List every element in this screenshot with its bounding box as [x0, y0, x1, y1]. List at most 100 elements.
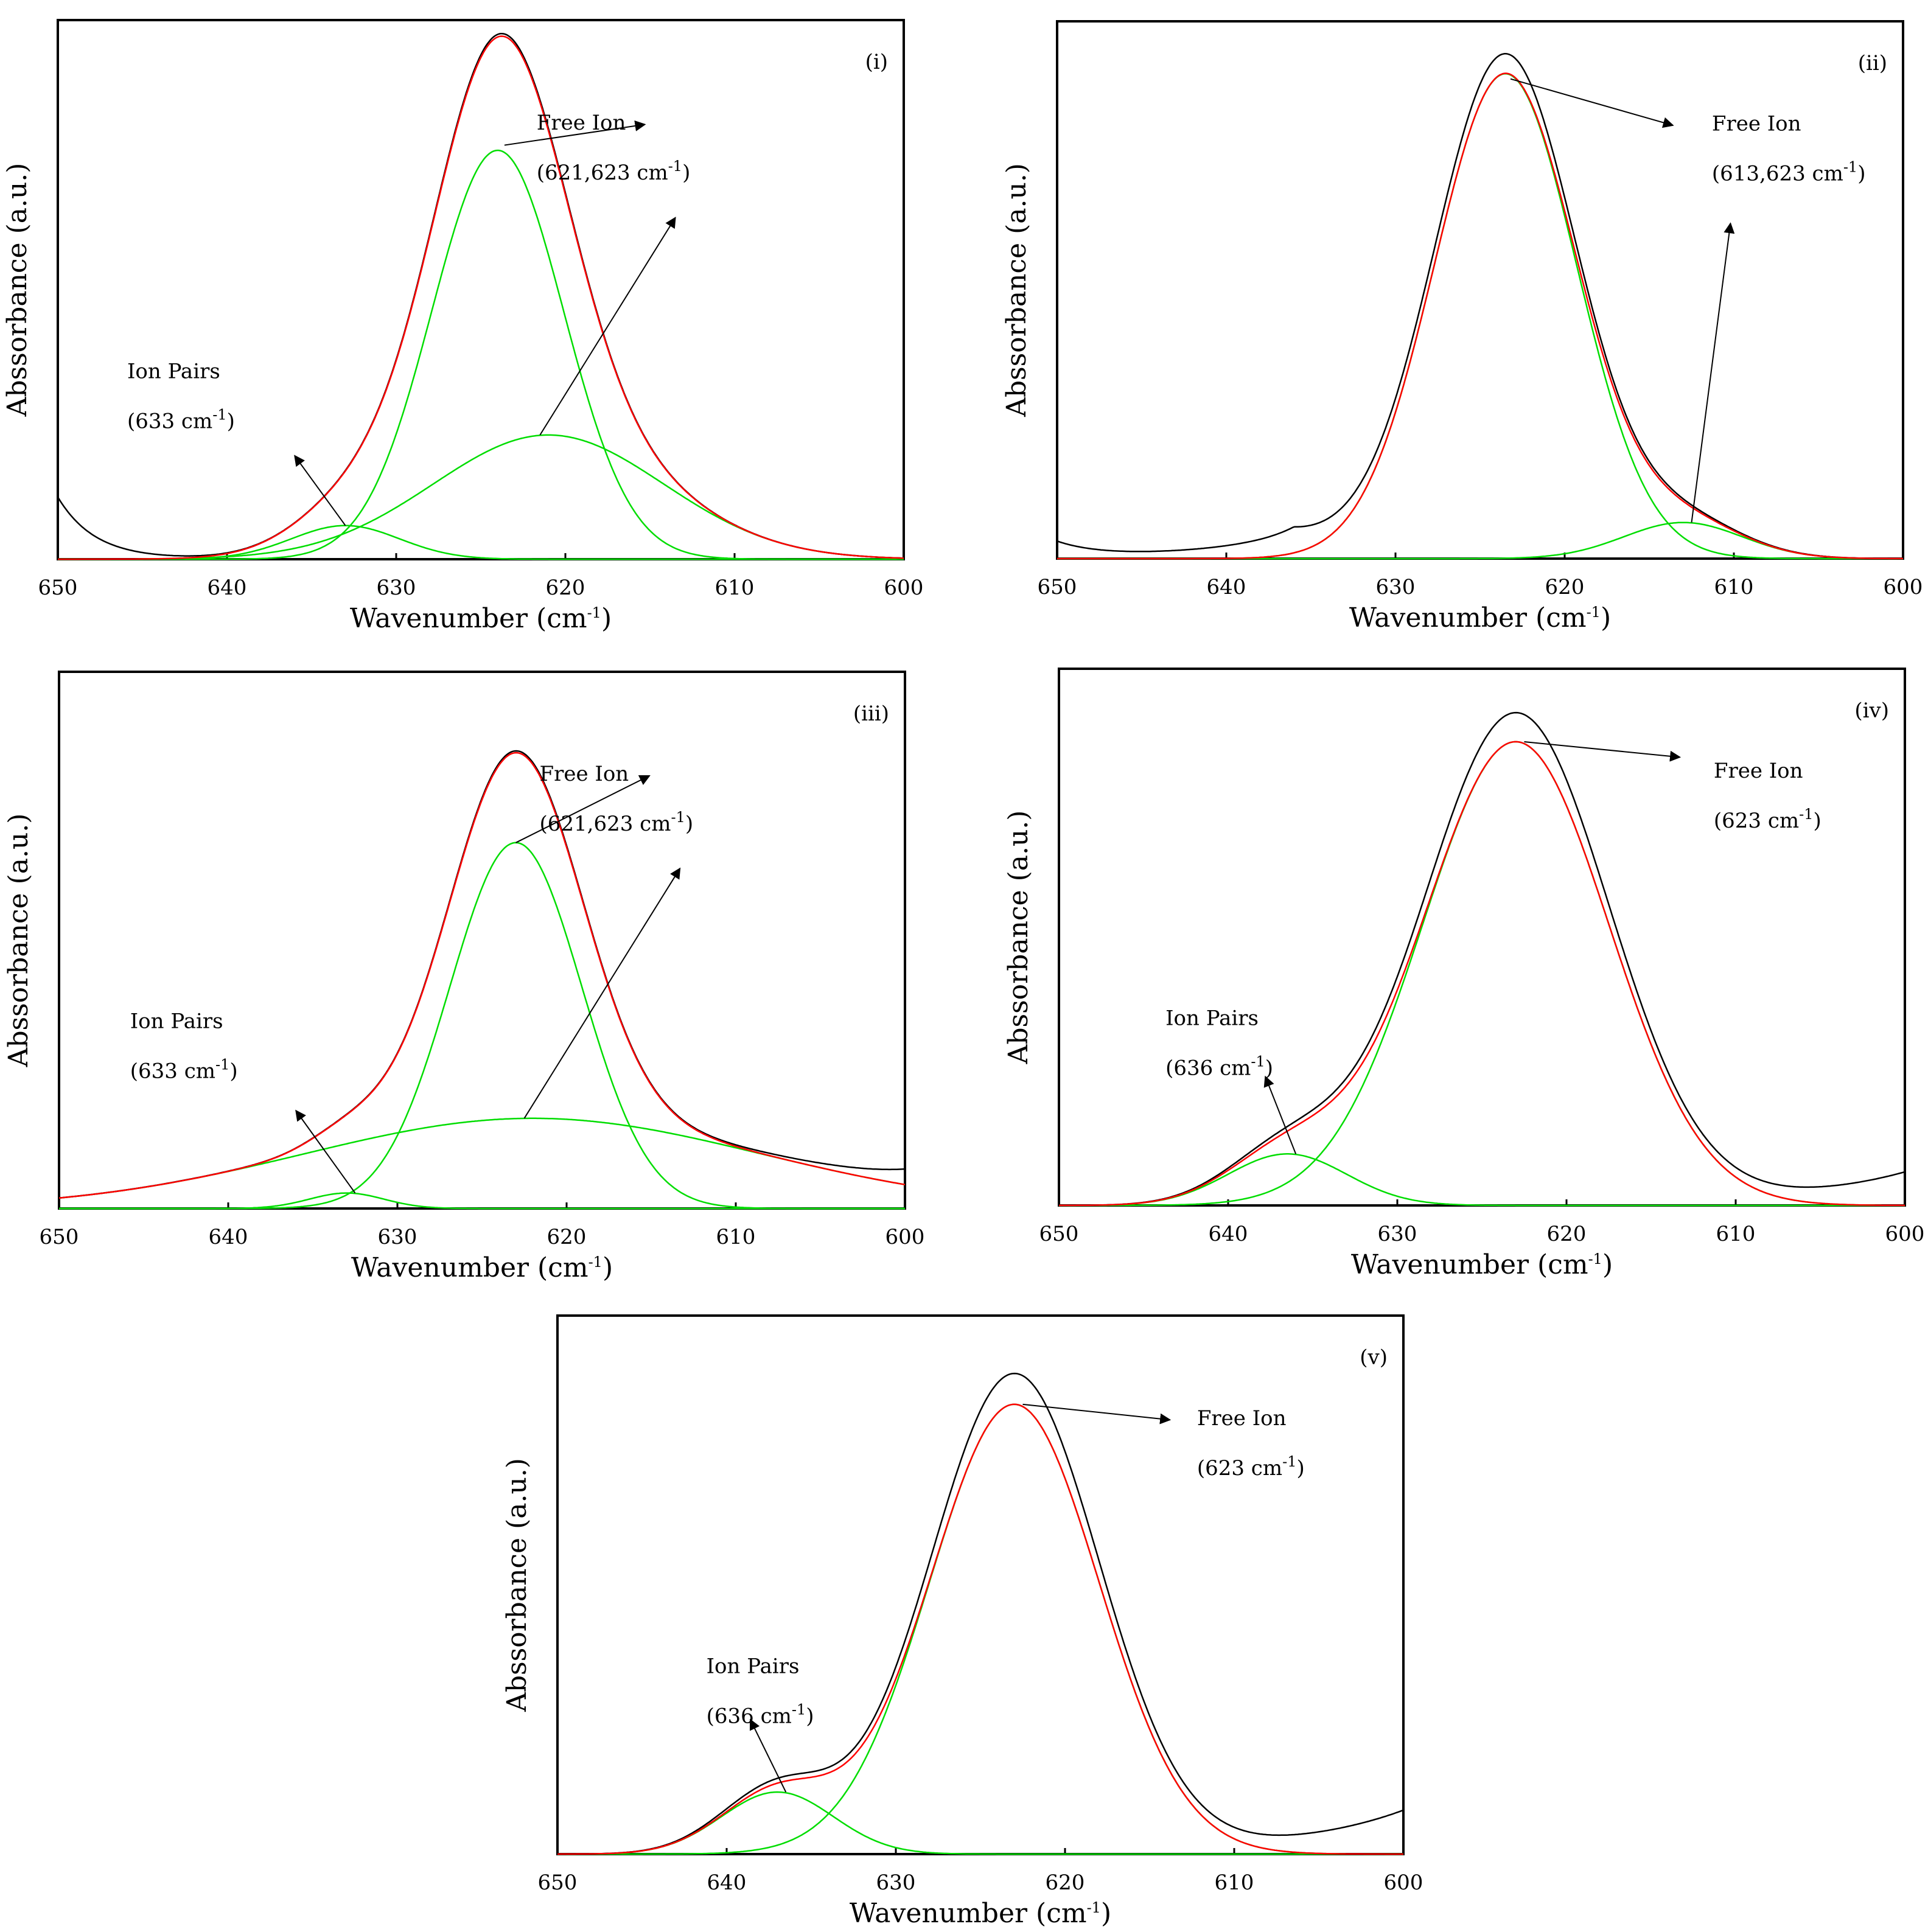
annotation-arrow — [1691, 222, 1735, 523]
x-tick-label: 640 — [707, 1871, 747, 1895]
x-axis-title: Wavenumber (cm-1) — [1349, 602, 1611, 633]
fit-curve — [1059, 741, 1905, 1207]
x-tick-label: 620 — [1046, 1871, 1085, 1895]
y-axis-title: Abssorbance (a.u.) — [501, 1458, 533, 1712]
annotation-wavenumber: (621,623 cm-1) — [540, 809, 694, 836]
annotation-arrow — [1510, 78, 1674, 128]
annotation-arrow — [1524, 741, 1682, 762]
x-tick-label: 650 — [40, 1225, 79, 1249]
x-tick-label: 610 — [716, 1225, 756, 1249]
x-axis-title: Wavenumber (cm-1) — [350, 603, 612, 634]
annotation-arrow — [294, 455, 346, 526]
x-tick-label: 610 — [1215, 1871, 1254, 1895]
annotation-wavenumber: (633 cm-1) — [127, 406, 235, 433]
annotation-title: Ion Pairs — [707, 1655, 800, 1679]
annotation-arrow — [1263, 1075, 1297, 1154]
x-tick-label: 600 — [1884, 575, 1923, 599]
annotation-arrow — [1022, 1403, 1172, 1425]
annotation-title: Ion Pairs — [130, 1010, 223, 1034]
component-curve-2 — [58, 434, 904, 560]
y-axis-title: Abssorbance (a.u.) — [3, 814, 34, 1068]
annotation-title: Ion Pairs — [127, 359, 220, 383]
fit-curve — [557, 1403, 1403, 1855]
annotation-title: Free Ion — [537, 111, 626, 135]
annotation-wavenumber: (636 cm-1) — [1165, 1053, 1273, 1081]
x-tick-label: 620 — [547, 1225, 587, 1249]
component-curve-2 — [1057, 521, 1903, 560]
component-curve-3 — [59, 1192, 905, 1210]
annotation-title: Free Ion — [1712, 111, 1801, 136]
chart-panel-1: 650 640 630 620 610 600 Wavenumber (cm-1) Absso… — [2, 19, 924, 634]
panel-label: (ii) — [1858, 51, 1887, 75]
x-tick-label: 640 — [209, 1225, 248, 1249]
annotation-arrow — [295, 1109, 356, 1194]
experimental-curve — [57, 32, 904, 559]
fit-curve — [58, 752, 906, 1199]
x-tick-label: 630 — [1378, 1222, 1417, 1246]
x-tick-label: 650 — [38, 576, 78, 600]
x-tick-label: 630 — [1376, 575, 1416, 599]
annotation-arrow — [515, 775, 651, 843]
y-axis-title: Abssorbance (a.u.) — [1001, 163, 1032, 417]
experimental-curve — [1059, 711, 1905, 1207]
component-curve-2 — [557, 1791, 1403, 1855]
x-tick-label: 610 — [1716, 1222, 1756, 1246]
annotation-title: Free Ion — [1197, 1406, 1287, 1431]
fit-curve — [1057, 72, 1903, 560]
panel-label: (i) — [865, 50, 888, 74]
experimental-curve — [58, 750, 906, 1199]
x-tick-label: 610 — [1714, 575, 1754, 599]
x-tick-label: 640 — [1207, 575, 1246, 599]
x-tick-label: 650 — [538, 1871, 578, 1895]
component-curve-3 — [58, 525, 904, 560]
chart-panel-2: 650 640 630 620 610 600 Wavenumber (cm-1) Absso… — [1001, 20, 1923, 633]
x-tick-label: 610 — [715, 576, 755, 600]
annotation-wavenumber: (636 cm-1) — [707, 1701, 814, 1729]
plot-frame — [1058, 668, 1906, 1207]
panel-label: (v) — [1360, 1345, 1388, 1370]
x-tick-label: 600 — [1384, 1871, 1423, 1895]
annotation-arrow — [539, 217, 676, 436]
x-tick-label: 620 — [1545, 575, 1585, 599]
x-tick-label: 620 — [546, 576, 585, 600]
plot-frame — [58, 671, 906, 1210]
annotation-title: Ion Pairs — [1165, 1006, 1259, 1031]
x-axis-title: Wavenumber (cm-1) — [351, 1252, 613, 1283]
component-curve-1 — [1057, 72, 1903, 560]
x-tick-label: 600 — [884, 576, 924, 600]
annotation-title: Free Ion — [540, 762, 629, 786]
annotation-wavenumber: (613,623 cm-1) — [1712, 158, 1866, 186]
component-curve-1 — [58, 149, 904, 560]
y-axis-title: Abssorbance (a.u.) — [2, 163, 33, 417]
experimental-curve — [557, 1372, 1404, 1855]
x-tick-label: 630 — [876, 1871, 916, 1895]
x-tick-label: 640 — [208, 576, 247, 600]
chart-panel-3: 650 640 630 620 610 600 Wavenumber (cm-1) Absso… — [3, 671, 925, 1283]
y-axis-title: Abssorbance (a.u.) — [1003, 811, 1034, 1065]
x-tick-label: 600 — [1885, 1222, 1925, 1246]
annotation-wavenumber: (623 cm-1) — [1197, 1453, 1305, 1480]
x-tick-label: 620 — [1547, 1222, 1587, 1246]
annotation-wavenumber: (633 cm-1) — [130, 1056, 238, 1084]
fit-curve — [58, 35, 904, 560]
chart-panel-4: 650 640 630 620 610 600 Wavenumber (cm-1) Absso… — [1003, 668, 1925, 1280]
x-axis-title: Wavenumber (cm-1) — [850, 1898, 1111, 1929]
x-tick-label: 600 — [885, 1225, 925, 1249]
x-tick-label: 630 — [377, 576, 416, 600]
plot-frame — [556, 1314, 1405, 1855]
x-tick-label: 650 — [1038, 575, 1077, 599]
x-axis-title: Wavenumber (cm-1) — [1351, 1249, 1613, 1280]
annotation-wavenumber: (623 cm-1) — [1714, 806, 1821, 833]
chart-panel-5: 650 640 630 620 610 600 Wavenumber (cm-1) Absso… — [501, 1314, 1423, 1929]
component-curve-2 — [1058, 1153, 1905, 1207]
annotation-title: Free Ion — [1714, 759, 1803, 783]
panel-label: (iv) — [1854, 699, 1889, 723]
annotation-wavenumber: (621,623 cm-1) — [537, 158, 691, 185]
panel-label: (iii) — [853, 702, 889, 726]
x-tick-label: 640 — [1209, 1222, 1248, 1246]
plot-frame — [57, 19, 905, 560]
annotation-arrow — [504, 120, 646, 146]
x-tick-label: 630 — [378, 1225, 417, 1249]
x-tick-label: 650 — [1039, 1222, 1079, 1246]
